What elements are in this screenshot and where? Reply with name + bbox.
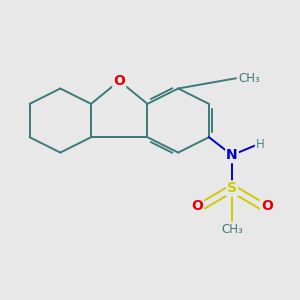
Text: CH₃: CH₃ [221, 223, 243, 236]
Text: H: H [256, 138, 265, 152]
Text: CH₃: CH₃ [239, 72, 260, 85]
Text: O: O [113, 74, 125, 88]
Text: N: N [226, 148, 238, 162]
Text: O: O [261, 200, 273, 213]
Text: O: O [191, 200, 203, 213]
Text: S: S [227, 182, 237, 195]
